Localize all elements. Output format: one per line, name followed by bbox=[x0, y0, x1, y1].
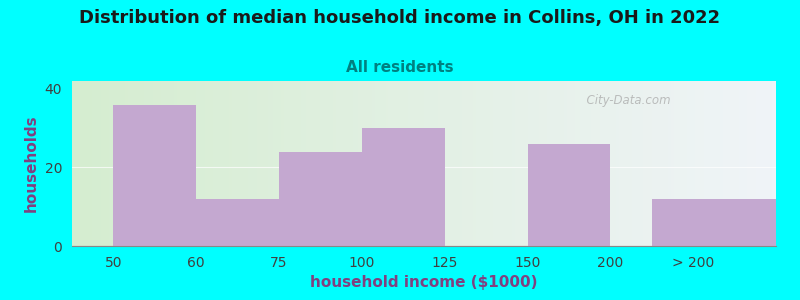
Y-axis label: households: households bbox=[24, 115, 39, 212]
Text: City-Data.com: City-Data.com bbox=[579, 94, 670, 107]
Bar bbox=[279, 152, 362, 246]
Bar bbox=[527, 144, 610, 246]
Bar bbox=[362, 128, 445, 246]
Bar bbox=[114, 105, 196, 246]
Bar bbox=[196, 199, 279, 246]
Bar bbox=[652, 199, 776, 246]
X-axis label: household income ($1000): household income ($1000) bbox=[310, 275, 538, 290]
Text: Distribution of median household income in Collins, OH in 2022: Distribution of median household income … bbox=[79, 9, 721, 27]
Text: All residents: All residents bbox=[346, 60, 454, 75]
